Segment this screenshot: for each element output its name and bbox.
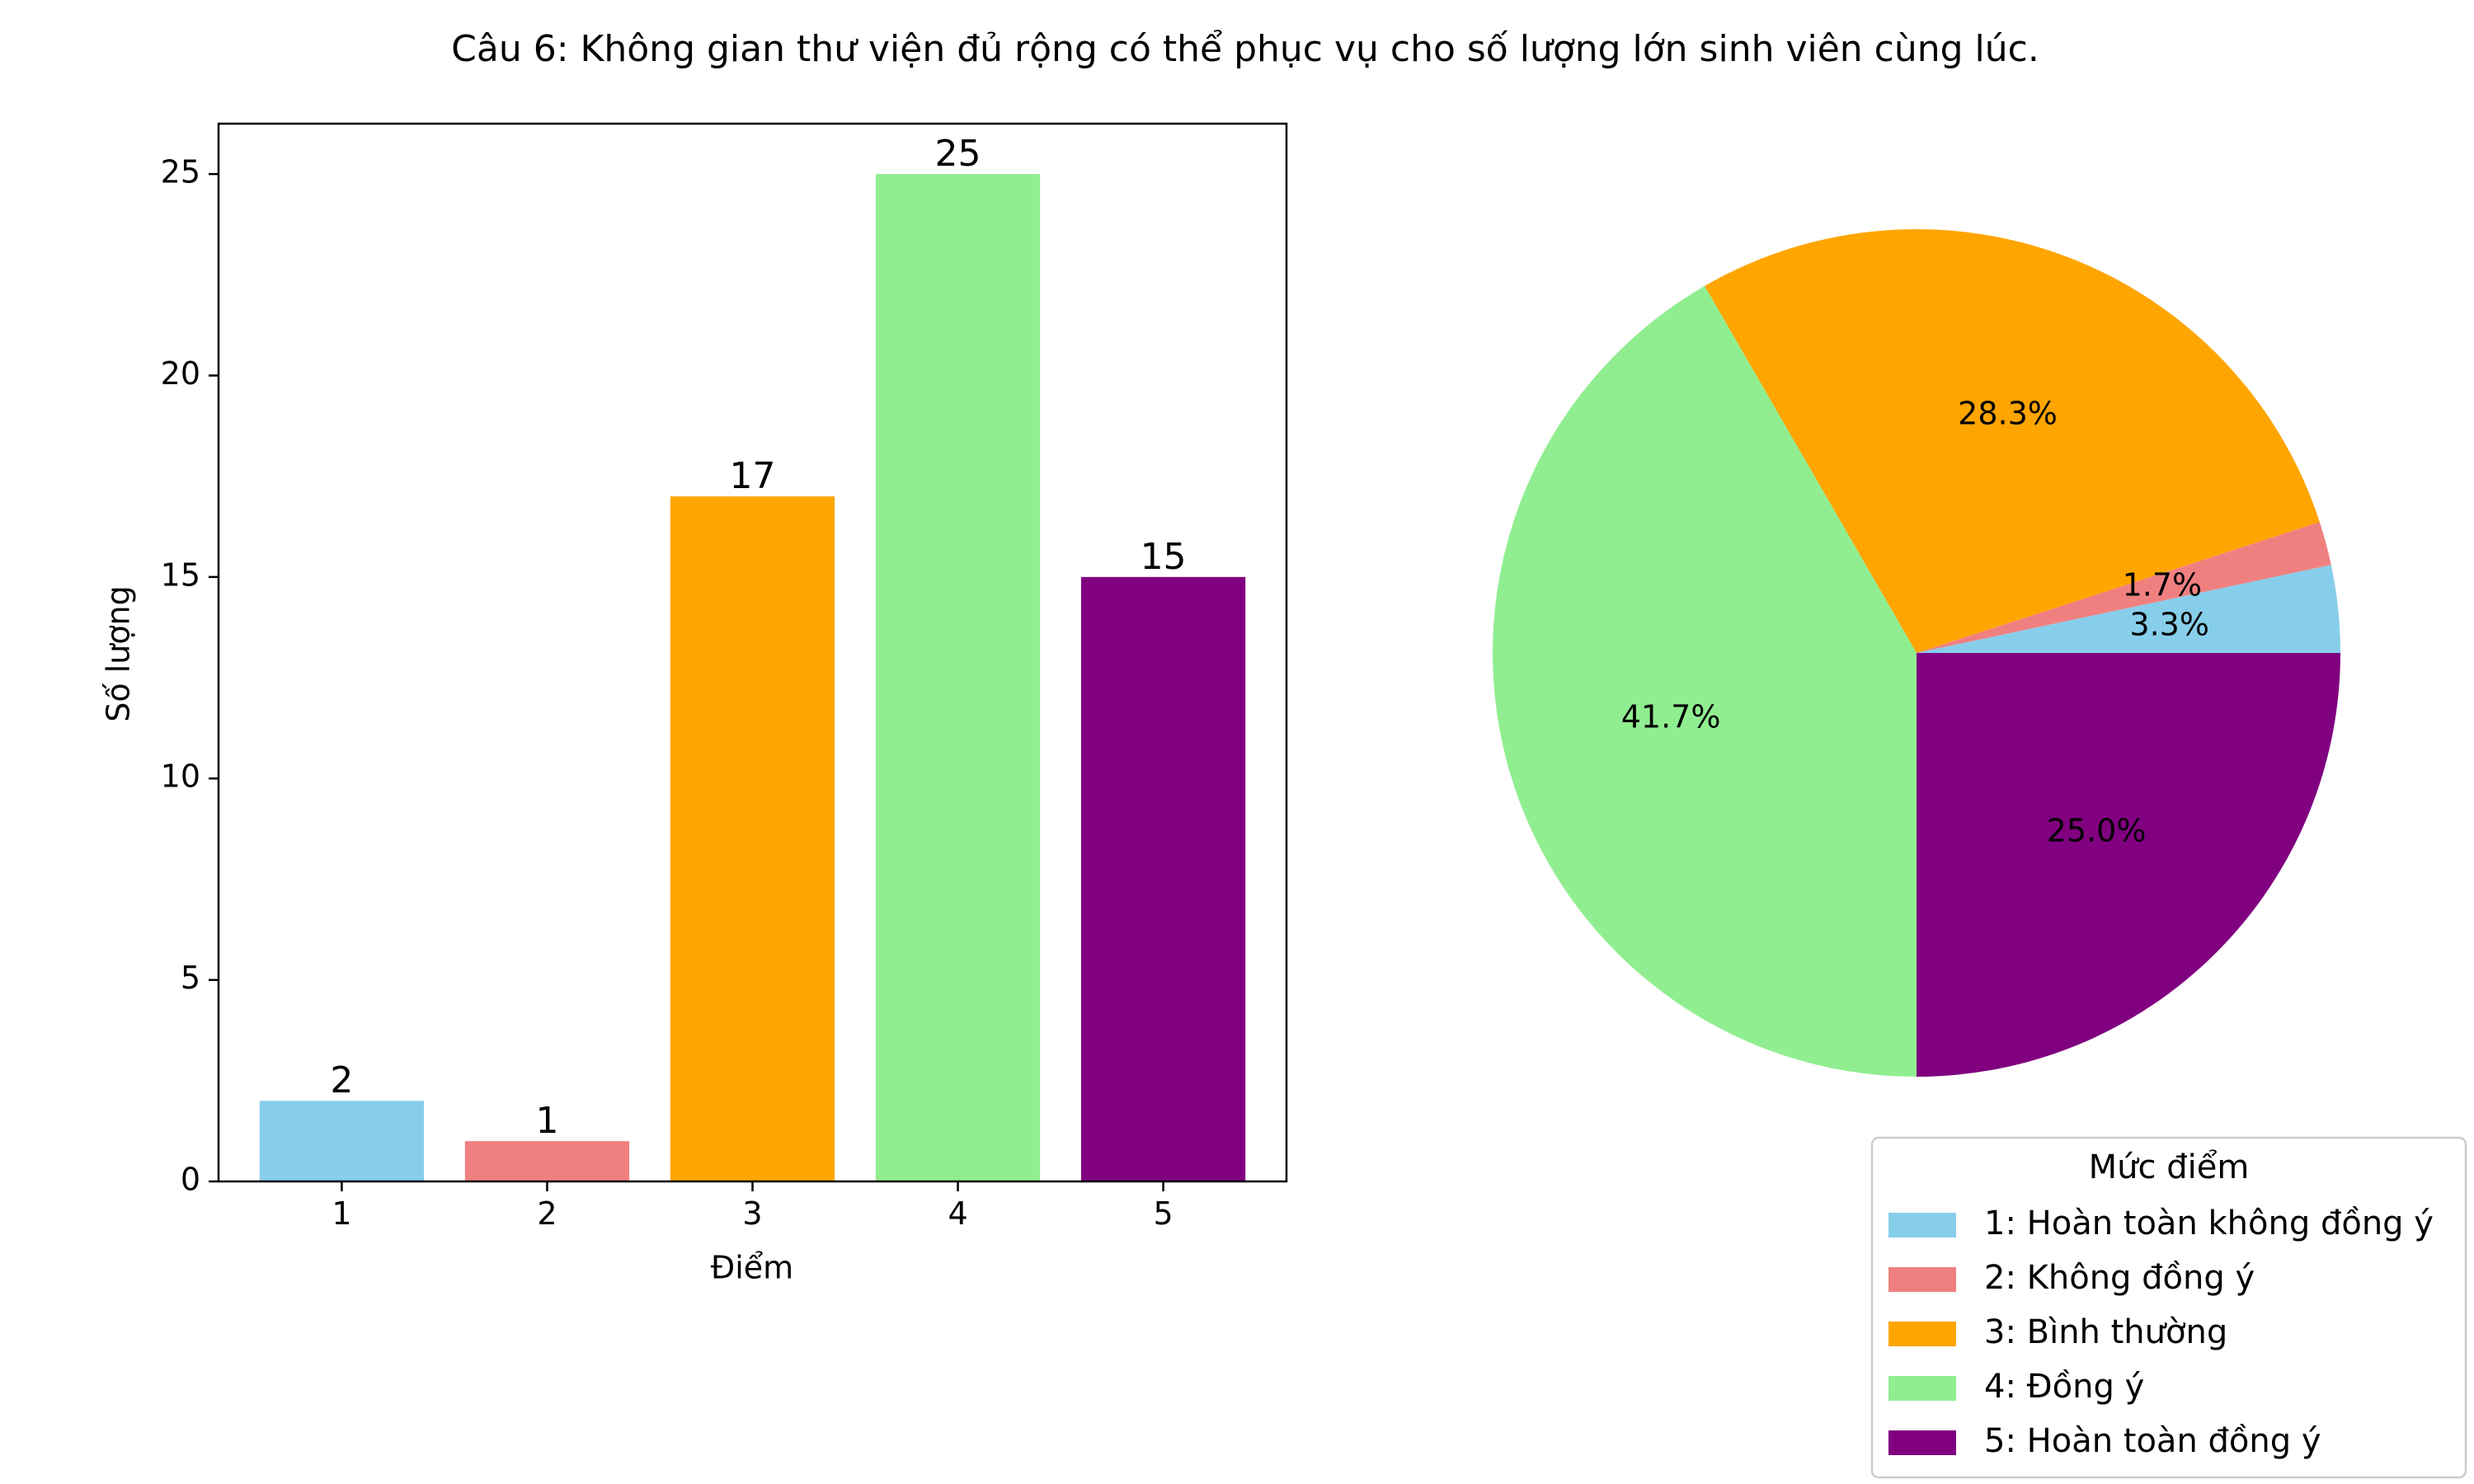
pie-percent-labels: 3.3%1.7% 28.3% 41.7% 25.0% bbox=[1621, 396, 2209, 849]
y-axis-label: Số lượng bbox=[101, 585, 137, 722]
bar-5 bbox=[1080, 576, 1246, 1181]
legend-swatch-2 bbox=[1888, 1267, 1956, 1292]
legend-swatch-4 bbox=[1888, 1376, 1956, 1401]
pie-percent-label-1: 3.3% bbox=[2129, 606, 2209, 642]
y-tick-label-25: 25 bbox=[161, 154, 200, 190]
x-tick-label-1: 1 bbox=[332, 1195, 351, 1232]
legend-label-3: 3: Bình thường bbox=[1984, 1313, 2227, 1351]
bar-3 bbox=[670, 496, 835, 1181]
bar-value-label-4: 25 bbox=[935, 133, 981, 175]
legend-entries: 1: Hoàn toàn không đồng ý 2: Không đồng ý… bbox=[1888, 1205, 2434, 1460]
y-tick-label-10: 10 bbox=[161, 758, 200, 795]
pie-percent-label-5: 25.0% bbox=[2047, 813, 2147, 849]
pie-chart: 3.3%1.7% 28.3% 41.7% 25.0% bbox=[1493, 228, 2340, 1078]
x-tick-label-3: 3 bbox=[742, 1195, 762, 1232]
legend-swatch-1 bbox=[1888, 1213, 1956, 1237]
x-axis: 1 2 3 4 5 bbox=[332, 1181, 1174, 1232]
pie-slice-2 bbox=[1917, 522, 2331, 653]
legend-label-2: 2: Không đồng ý bbox=[1984, 1259, 2255, 1297]
bar-4 bbox=[875, 174, 1041, 1182]
plot-frame bbox=[217, 122, 1288, 1183]
y-tick-label-5: 5 bbox=[181, 960, 200, 996]
y-tick-label-15: 15 bbox=[161, 556, 200, 593]
bar-value-label-2: 1 bbox=[535, 1100, 558, 1142]
pie-slice-4 bbox=[1493, 285, 1917, 1078]
y-axis: 0 5 10 15 20 25 bbox=[161, 154, 219, 1198]
bar-value-label-1: 2 bbox=[330, 1059, 353, 1101]
legend-swatch-5 bbox=[1888, 1430, 1956, 1455]
legend-label-5: 5: Hoàn toàn đồng ý bbox=[1984, 1422, 2321, 1460]
pie-slice-3 bbox=[1705, 228, 2320, 653]
pie-percent-label-3: 28.3% bbox=[1958, 396, 2058, 432]
bar-1 bbox=[259, 1101, 425, 1181]
y-tick-label-0: 0 bbox=[181, 1162, 200, 1198]
bar-series bbox=[259, 174, 1246, 1182]
pie-slice-5 bbox=[1917, 653, 2340, 1077]
y-tick-label-20: 20 bbox=[161, 355, 200, 392]
x-tick-label-4: 4 bbox=[948, 1195, 967, 1232]
pie-slices bbox=[1493, 228, 2340, 1078]
pie-slice-1 bbox=[1917, 565, 2340, 653]
x-tick-label-5: 5 bbox=[1153, 1195, 1173, 1232]
bar-2 bbox=[464, 1141, 630, 1181]
bar-data-labels: 2 1 17 25 15 bbox=[330, 133, 1186, 1142]
legend-frame bbox=[1870, 1136, 2467, 1479]
pie-percent-label-2: 1.7% bbox=[2123, 567, 2203, 603]
figure-title: Câu 6: Không gian thư viện đủ rộng có th… bbox=[451, 28, 2039, 70]
bar-value-label-5: 15 bbox=[1141, 536, 1187, 578]
legend-swatch-3 bbox=[1888, 1322, 1956, 1346]
bar-value-label-3: 17 bbox=[730, 455, 776, 497]
x-axis-label: Điểm bbox=[711, 1250, 793, 1286]
bar-chart: 2 1 17 25 15 0 5 10 15 20 25 1 2 3 4 5 Điểm Số lượng bbox=[101, 122, 1288, 1286]
legend-label-1: 1: Hoàn toàn không đồng ý bbox=[1984, 1205, 2434, 1242]
legend: Mức điểm 1: Hoàn toàn không đồng ý 2: Khô… bbox=[1870, 1136, 2467, 1479]
x-tick-label-2: 2 bbox=[537, 1195, 557, 1232]
legend-title: Mức điểm bbox=[2089, 1148, 2250, 1186]
pie-percent-label-4: 41.7% bbox=[1621, 698, 1721, 735]
legend-label-4: 4: Đồng ý bbox=[1984, 1368, 2144, 1406]
